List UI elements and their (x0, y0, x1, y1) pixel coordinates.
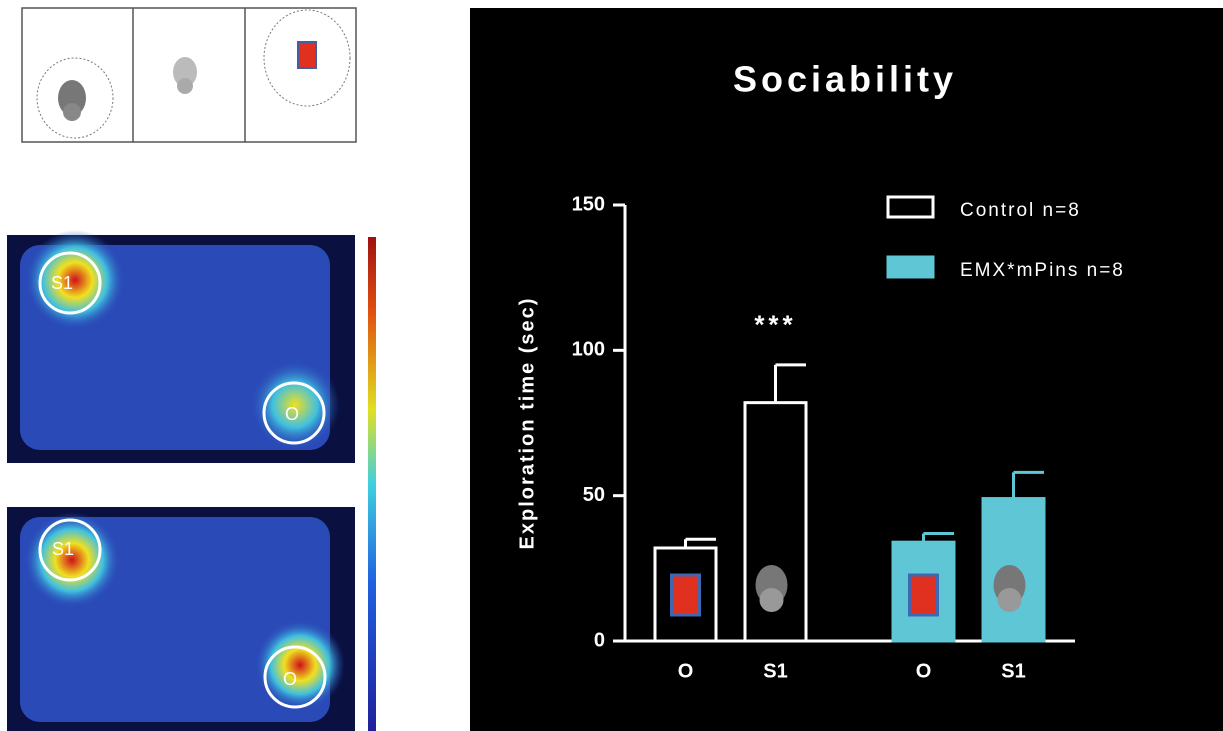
colorbar (368, 237, 376, 731)
mouse-icon (759, 588, 784, 612)
legend-label: Control n=8 (960, 200, 1081, 221)
error-bar (684, 537, 716, 548)
chart-background (470, 8, 1223, 731)
y-tick-label: 50 (583, 484, 605, 506)
object-icon (908, 573, 939, 617)
y-tick-label: 0 (594, 629, 605, 651)
y-axis-label: Exploration time (sec) (516, 297, 538, 550)
y-tick-label: 100 (572, 339, 605, 361)
x-tick-label: S1 (1001, 660, 1025, 682)
heatmap: S1 O (7, 507, 355, 731)
y-tick-label: 150 (572, 193, 605, 215)
error-bar (1012, 470, 1044, 499)
error-bar (774, 363, 806, 403)
mouse-icon (997, 588, 1022, 612)
x-tick-label: O (678, 660, 694, 682)
zone-label: O (283, 669, 297, 689)
significance: *** (754, 310, 796, 340)
heatmap: S1 O (7, 230, 355, 463)
zone-label: S1 (51, 273, 73, 293)
legend-label: EMX*mPins n=8 (960, 260, 1125, 281)
object-icon (670, 573, 701, 617)
x-tick-label: O (916, 660, 932, 682)
chamber-diagram (21, 7, 357, 143)
error-bar (922, 531, 954, 543)
zone-label: O (285, 404, 299, 424)
legend-swatch (886, 255, 935, 279)
legend-swatch (886, 195, 935, 219)
x-tick-label: S1 (763, 660, 787, 682)
chart-title: Sociability (733, 59, 957, 100)
zone-label: S1 (52, 539, 74, 559)
